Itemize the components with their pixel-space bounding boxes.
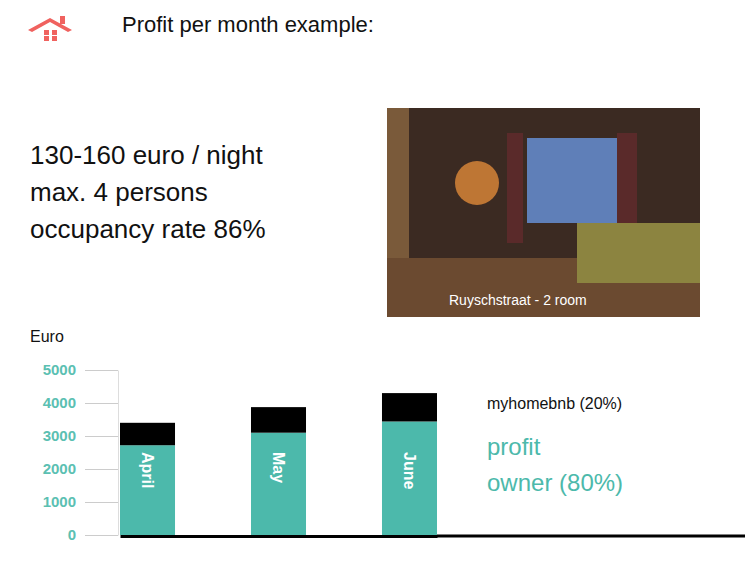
y-tick: 3000 — [43, 427, 118, 444]
y-tick-label: 1000 — [43, 493, 76, 510]
y-tick-mark — [85, 370, 118, 371]
legend-entry: myhomebnb (20%) — [487, 395, 622, 412]
image-caption: Ruyschstraat - 2 room — [449, 292, 587, 308]
y-tick: 0 — [68, 526, 118, 543]
bar-segment — [382, 421, 437, 535]
icon-window — [44, 30, 49, 35]
y-tick-mark — [85, 436, 118, 437]
annotation: 130-160 euro / night — [30, 140, 264, 170]
y-tick-label: 5000 — [43, 361, 76, 378]
y-tick: 5000 — [43, 361, 118, 378]
y-tick: 2000 — [43, 460, 118, 477]
photo-shelf — [387, 108, 409, 258]
bar-segment — [120, 445, 175, 535]
annotation: occupancy rate 86% — [30, 214, 266, 244]
photo-lamp — [455, 161, 499, 205]
bar-segment — [251, 407, 306, 433]
y-tick-mark — [85, 403, 118, 404]
x-tick-label: June — [401, 452, 418, 489]
y-tick: 1000 — [43, 493, 118, 510]
y-tick: 4000 — [43, 394, 118, 411]
icon-window — [44, 36, 49, 41]
bar-segment — [382, 393, 437, 421]
photo: Ruyschstraat - 2 room — [387, 108, 700, 317]
x-tick: May — [270, 452, 287, 483]
photo-curtain — [507, 133, 523, 243]
bar-segment — [120, 423, 175, 445]
photo-window — [527, 138, 617, 223]
y-tick-label: 0 — [68, 526, 76, 543]
x-tick-label: May — [270, 452, 287, 483]
y-tick-label: 4000 — [43, 394, 76, 411]
photo-sofa — [577, 223, 700, 283]
y-tick-label: 2000 — [43, 460, 76, 477]
house-icon — [28, 16, 72, 41]
x-tick: April — [139, 452, 156, 488]
icon-window — [52, 36, 57, 41]
y-tick-mark — [85, 469, 118, 470]
series-bars — [120, 421, 437, 535]
x-tick: June — [401, 452, 418, 489]
y-axis: 0 1000 2000 3000 4000 5000 — [43, 361, 119, 543]
bars — [120, 393, 437, 535]
icon-chimney — [60, 16, 65, 24]
baseline-extension — [437, 535, 745, 538]
y-tick-mark — [85, 502, 118, 503]
title: Profit per month example: — [122, 12, 374, 37]
legend-entry: profitowner (80%) — [487, 433, 623, 496]
x-axis-line — [121, 535, 438, 538]
icon-roof — [28, 18, 72, 32]
series-bars — [120, 393, 437, 445]
background — [0, 0, 750, 563]
annotation: max. 4 persons — [30, 177, 208, 207]
photo-bg — [387, 108, 700, 317]
y-axis-label: Euro — [30, 328, 64, 345]
y-axis-line — [118, 371, 119, 536]
icon-window — [52, 30, 57, 35]
x-axis: April May June — [121, 452, 438, 537]
x-tick-label: April — [139, 452, 156, 488]
y-tick-mark — [85, 535, 118, 536]
bar-segment — [251, 433, 306, 535]
y-tick-label: 3000 — [43, 427, 76, 444]
